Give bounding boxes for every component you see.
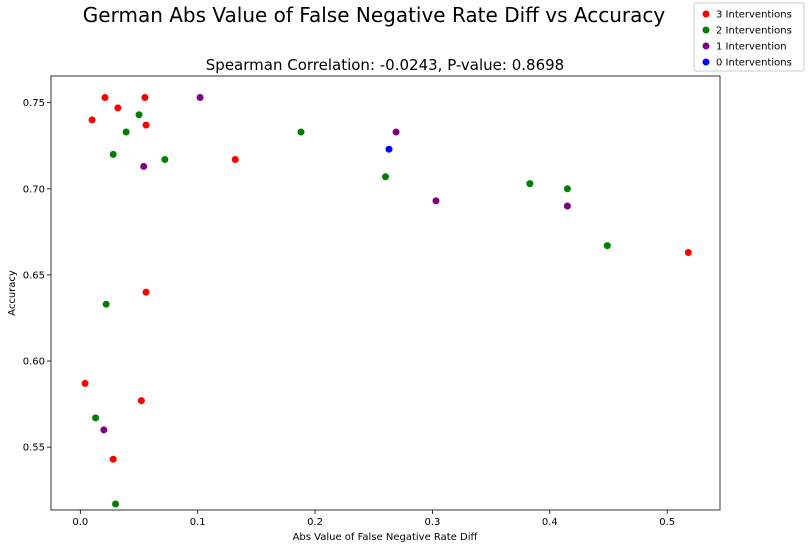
data-point — [563, 202, 571, 210]
x-tick-label: 0.0 — [72, 517, 88, 528]
data-point — [140, 162, 148, 170]
data-point — [137, 397, 145, 405]
data-point — [142, 121, 150, 129]
data-point — [563, 185, 571, 193]
data-point — [432, 197, 440, 205]
data-point — [392, 128, 400, 136]
data-point — [88, 116, 96, 124]
data-point — [109, 455, 117, 463]
data-point — [135, 111, 143, 119]
y-axis-label: Accuracy — [7, 270, 18, 316]
x-axis-label: Abs Value of False Negative Rate Diff — [293, 532, 479, 543]
legend-marker — [702, 10, 710, 18]
legend-label: 3 Interventions — [716, 10, 792, 21]
data-point — [109, 150, 117, 158]
x-tick-label: 0.2 — [307, 517, 323, 528]
data-point — [141, 94, 149, 102]
legend: 3 Interventions 2 Interventions 1 Interven… — [693, 2, 805, 72]
series-3 — [385, 145, 393, 153]
y-tick-label: 0.75 — [23, 98, 45, 109]
y-tick-label: 0.60 — [23, 357, 45, 368]
chart-title: German Abs Value of False Negative Rate … — [83, 3, 666, 27]
data-point — [603, 242, 611, 250]
legend-label: 2 Interventions — [716, 26, 792, 37]
data-point — [101, 94, 109, 102]
legend-label: 0 Interventions — [716, 58, 792, 69]
data-point — [122, 128, 130, 136]
data-point — [92, 414, 100, 422]
data-point — [385, 145, 393, 153]
y-tick-label: 0.55 — [23, 443, 45, 454]
chart-subtitle: Spearman Correlation: -0.0243, P-value: … — [206, 56, 564, 74]
data-point — [382, 173, 389, 181]
series-1 — [92, 111, 611, 508]
plot-area: 0.0 0.1 0.2 0.3 0.4 0.5 0.55 0.60 0.65 0.70 0.75 — [23, 75, 721, 528]
data-point — [526, 180, 534, 188]
data-point — [161, 156, 169, 164]
legend-label: 1 Intervention — [716, 42, 787, 53]
legend-marker — [702, 42, 710, 50]
data-point — [231, 156, 239, 164]
data-point — [112, 500, 120, 508]
x-tick-label: 0.4 — [542, 517, 558, 528]
data-point — [142, 288, 150, 296]
data-point — [297, 128, 305, 136]
legend-box — [693, 2, 805, 72]
series-0 — [81, 94, 692, 463]
x-tick-label: 0.5 — [659, 517, 675, 528]
series-2 — [100, 94, 571, 434]
y-tick-label: 0.70 — [23, 184, 45, 195]
data-point — [684, 249, 692, 257]
x-tick-label: 0.1 — [190, 517, 206, 528]
x-tick-label: 0.3 — [424, 517, 440, 528]
data-point — [114, 104, 122, 112]
data-point — [102, 300, 110, 308]
y-tick-label: 0.65 — [23, 270, 45, 281]
plot-frame — [50, 75, 721, 511]
legend-marker — [702, 58, 710, 66]
data-point — [196, 94, 204, 102]
data-point — [81, 379, 89, 387]
data-point — [100, 426, 108, 434]
legend-marker — [702, 26, 710, 34]
